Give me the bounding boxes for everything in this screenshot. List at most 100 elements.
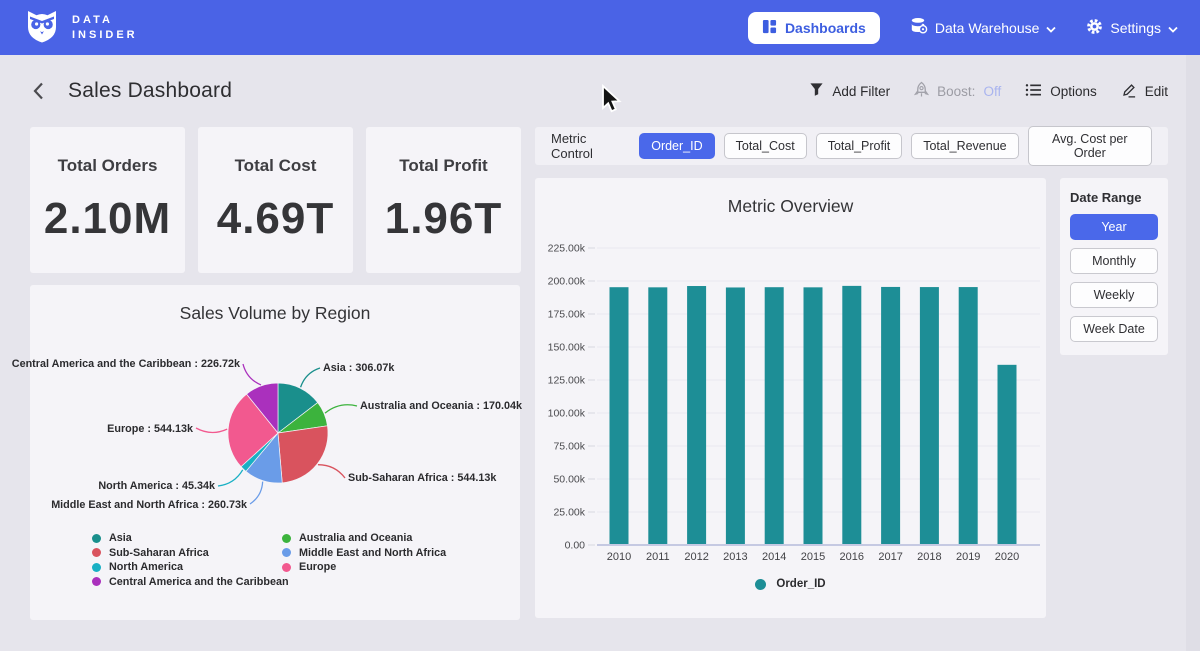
dashboards-button[interactable]: Dashboards — [747, 11, 880, 44]
bar-chart: 0.00 25.00k 50.00k 75.00k 100.00k 125.00k 150.… — [548, 243, 1040, 563]
legend-item: Central America and the Caribbean — [92, 575, 289, 590]
svg-text:0.00: 0.00 — [565, 540, 586, 552]
legend-dot — [92, 548, 101, 558]
data-warehouse-label: Data Warehouse — [934, 19, 1040, 36]
boost-state: Off — [983, 83, 1002, 99]
pie-chart-title: Sales Volume by Region — [179, 303, 371, 323]
pie-callout-north-america: North America : 45.34k — [98, 480, 215, 492]
legend-item: North America — [92, 560, 289, 575]
options-label: Options — [1050, 83, 1097, 99]
owl-logo-icon — [22, 5, 62, 50]
pie-callout-sub-saharan-africa: Sub-Saharan Africa : 544.13k — [348, 472, 497, 484]
legend-item: Sub-Saharan Africa — [92, 546, 289, 561]
pie-chart: Asia : 306.07k Australia and Oceania : 1… — [12, 330, 523, 530]
kpi-value: 4.69T — [216, 194, 335, 243]
svg-text:2018: 2018 — [917, 551, 941, 563]
legend-item: Europe — [282, 560, 446, 575]
brand-text: DATA INSIDER — [72, 13, 138, 41]
boost-toggle[interactable]: Boost: Off — [914, 81, 1001, 101]
data-warehouse-menu[interactable]: Data Warehouse — [910, 17, 1057, 38]
edit-button[interactable]: Edit — [1121, 82, 1168, 101]
legend-dot — [92, 533, 101, 543]
svg-text:75.00k: 75.00k — [553, 441, 585, 453]
svg-text:125.00k: 125.00k — [548, 375, 586, 387]
page-title: Sales Dashboard — [68, 79, 233, 102]
legend-dot — [282, 533, 291, 543]
svg-text:225.00k: 225.00k — [548, 243, 586, 255]
svg-text:2010: 2010 — [607, 551, 631, 563]
pie-callout-central-america-caribbean: Central America and the Caribbean : 226.… — [11, 358, 240, 370]
metric-control-label: Metric Control — [551, 131, 593, 161]
back-button[interactable] — [32, 81, 52, 101]
pie-chart-card: Sales Volume by Region Asia : 306.07k Au… — [12, 285, 523, 620]
legend-label: Order_ID — [776, 578, 826, 590]
svg-text:2016: 2016 — [840, 551, 864, 563]
pie-legend-column-2: Australia and Oceania Middle East and No… — [282, 531, 446, 575]
legend-dot — [282, 548, 291, 558]
top-navbar: DATA INSIDER Dashboards — [0, 0, 1200, 55]
add-filter-button[interactable]: Add Filter — [809, 82, 890, 100]
legend-dot — [92, 562, 101, 572]
metric-button-total-cost[interactable]: Total_Cost — [723, 133, 807, 159]
boost-label: Boost: — [937, 83, 976, 99]
legend-dot — [755, 578, 767, 590]
kpi-label: Total Cost — [234, 156, 317, 175]
metric-control-bar: Metric Control Order_ID Total_Cost Total… — [535, 126, 1168, 166]
chevron-down-icon — [1046, 20, 1057, 36]
funnel-icon — [809, 82, 824, 100]
legend-item: Middle East and North Africa — [282, 546, 446, 561]
pie-callout-middle-east-north-africa: Middle East and North Africa : 260.73k — [51, 499, 247, 511]
rocket-icon — [914, 81, 930, 101]
date-range-weekly-button[interactable]: Weekly — [1070, 282, 1158, 308]
brand: DATA INSIDER — [22, 5, 138, 50]
legend-dot — [282, 562, 291, 572]
options-button[interactable]: Options — [1025, 83, 1097, 100]
kpi-label: Total Orders — [57, 156, 158, 175]
bar-chart-card: Metric Overview 0.00 25.00k 50.00k 75.00k 10… — [535, 178, 1046, 618]
date-range-panel: Date Range Year Monthly Weekly Week Date — [1060, 178, 1168, 355]
svg-text:2013: 2013 — [723, 551, 747, 563]
bar-chart-legend: Order_ID — [535, 578, 1046, 590]
metric-button-total-revenue[interactable]: Total_Revenue — [911, 133, 1019, 159]
edit-label: Edit — [1144, 83, 1168, 99]
date-range-year-button[interactable]: Year — [1070, 214, 1158, 240]
list-options-icon — [1025, 83, 1042, 100]
pie-callout-asia: Asia : 306.07k — [323, 362, 395, 374]
legend-dot — [92, 577, 101, 587]
database-icon — [910, 17, 928, 38]
dashboard-grid-icon — [762, 19, 777, 37]
add-filter-label: Add Filter — [832, 83, 891, 99]
svg-text:2011: 2011 — [646, 551, 670, 563]
metric-button-total-profit[interactable]: Total_Profit — [815, 133, 903, 159]
svg-text:2012: 2012 — [684, 551, 708, 563]
kpi-value: 1.96T — [384, 194, 503, 243]
kpi-card-total-orders: Total Orders 2.10M — [30, 127, 185, 273]
svg-text:2017: 2017 — [878, 551, 902, 563]
chevron-down-icon — [1168, 20, 1178, 36]
pie-callout-australia-oceania: Australia and Oceania : 170.04k — [360, 400, 523, 412]
page-header: Sales Dashboard Add Filter Boost: Off — [0, 55, 1200, 127]
settings-menu[interactable]: Settings — [1086, 18, 1178, 38]
svg-text:25.00k: 25.00k — [553, 507, 585, 519]
kpi-card-total-cost: Total Cost 4.69T — [198, 127, 353, 273]
kpi-value: 2.10M — [43, 194, 172, 243]
legend-item: Asia — [92, 531, 289, 546]
metric-button-order-id[interactable]: Order_ID — [639, 133, 715, 159]
pencil-icon — [1121, 82, 1137, 101]
svg-text:2015: 2015 — [801, 551, 825, 563]
settings-label: Settings — [1110, 19, 1161, 36]
kpi-label: Total Profit — [399, 156, 488, 175]
svg-text:175.00k: 175.00k — [548, 309, 586, 321]
svg-text:2014: 2014 — [762, 551, 786, 563]
date-range-monthly-button[interactable]: Monthly — [1070, 248, 1158, 274]
kpi-card-total-profit: Total Profit 1.96T — [366, 127, 521, 273]
dashboards-label: Dashboards — [784, 19, 866, 36]
date-range-week-date-button[interactable]: Week Date — [1070, 316, 1158, 342]
svg-text:2020: 2020 — [995, 551, 1019, 563]
bar-chart-title: Metric Overview — [727, 196, 854, 216]
gear-icon — [1086, 18, 1103, 38]
scrollbar-track[interactable] — [1186, 55, 1200, 651]
metric-button-avg-cost-per-order[interactable]: Avg. Cost per Order — [1027, 126, 1152, 166]
svg-text:2019: 2019 — [956, 551, 980, 563]
svg-text:100.00k: 100.00k — [548, 408, 586, 420]
